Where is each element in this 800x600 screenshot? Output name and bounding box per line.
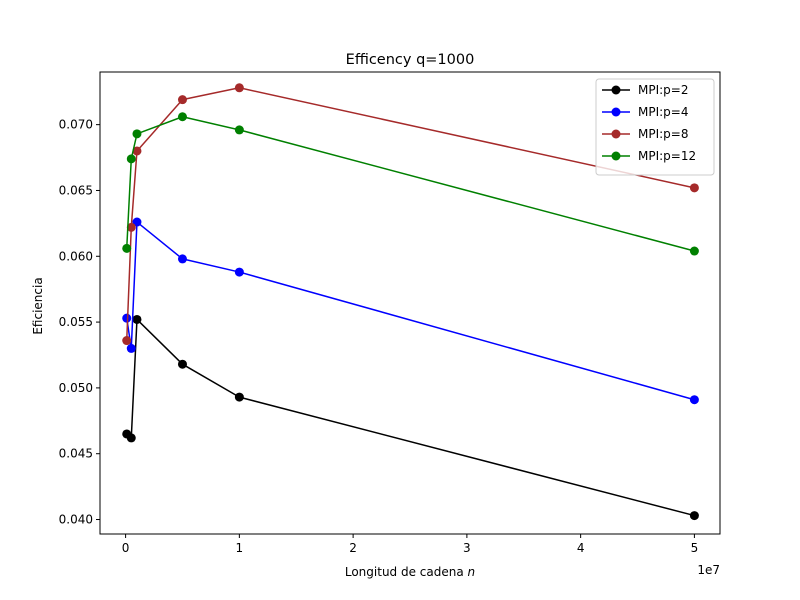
legend-marker (611, 85, 621, 95)
data-point (177, 359, 187, 369)
series-1 (122, 217, 699, 405)
data-point (689, 395, 699, 405)
legend-entry: MPI:p=8 (602, 127, 688, 141)
series-line (125, 116, 695, 252)
data-point (132, 146, 142, 156)
data-point (132, 314, 142, 324)
series-line (125, 221, 695, 401)
data-point (126, 433, 136, 443)
data-point (689, 511, 699, 521)
data-point (234, 392, 244, 402)
y-tick-label: 0.065 (59, 183, 93, 197)
legend-label: MPI:p=2 (638, 83, 688, 97)
y-tick-label: 0.040 (59, 513, 93, 527)
data-point (122, 313, 132, 323)
data-point (126, 222, 136, 232)
axes-frame (99, 71, 721, 535)
legend-entry: MPI:p=4 (602, 105, 688, 119)
y-tick-label: 0.070 (59, 118, 93, 132)
legend-box (595, 78, 715, 176)
chart-title: Efficency q=1000 (346, 52, 475, 68)
data-point (689, 183, 699, 193)
y-tick-label: 0.050 (59, 381, 93, 395)
x-tick-label: 2 (349, 541, 357, 555)
x-tick-label: 1 (236, 541, 244, 555)
y-tick-label: 0.045 (59, 447, 93, 461)
legend-entry: MPI:p=12 (602, 149, 696, 163)
y-tick-label: 0.060 (59, 249, 93, 263)
plot-area (122, 83, 699, 521)
legend-marker (611, 107, 621, 117)
data-point (177, 254, 187, 264)
data-point (126, 154, 136, 164)
legend: MPI:p=2 MPI:p=4 MPI:p=8 MPI:p=12 (595, 78, 715, 176)
x-axis-label: Longitud de cadena n (345, 565, 475, 579)
x-tick-label: 0 (122, 541, 130, 555)
legend-label: MPI:p=12 (638, 149, 696, 163)
x-tick-label: 4 (577, 541, 585, 555)
data-point (132, 217, 142, 227)
data-point (689, 246, 699, 256)
legend-label: MPI:p=4 (638, 105, 688, 119)
data-point (126, 343, 136, 353)
series-3 (122, 112, 699, 256)
x-tick-label: 5 (691, 541, 699, 555)
x-axis-label-text: Longitud de cadena (345, 565, 464, 579)
legend-label: MPI:p=8 (638, 127, 688, 141)
data-point (234, 267, 244, 277)
data-point (234, 83, 244, 93)
legend-entry: MPI:p=2 (602, 83, 688, 97)
data-point (122, 336, 132, 346)
legend-marker (611, 129, 621, 139)
data-point (234, 125, 244, 135)
data-point (132, 129, 142, 139)
x-axis-label-variable: n (468, 565, 476, 579)
x-axis-offset-label: 1e7 (697, 563, 720, 577)
data-point (177, 112, 187, 122)
data-point (177, 95, 187, 105)
y-tick-label: 0.055 (59, 315, 93, 329)
legend-marker (611, 151, 621, 161)
series-0 (122, 314, 699, 521)
x-tick-label: 3 (463, 541, 471, 555)
axes: 0 1 2 3 4 5 0.040 0.045 0.050 0.055 0.060 0.065 0.07… (59, 71, 721, 555)
data-point (122, 243, 132, 253)
y-axis-label: Eficiencia (31, 277, 45, 334)
